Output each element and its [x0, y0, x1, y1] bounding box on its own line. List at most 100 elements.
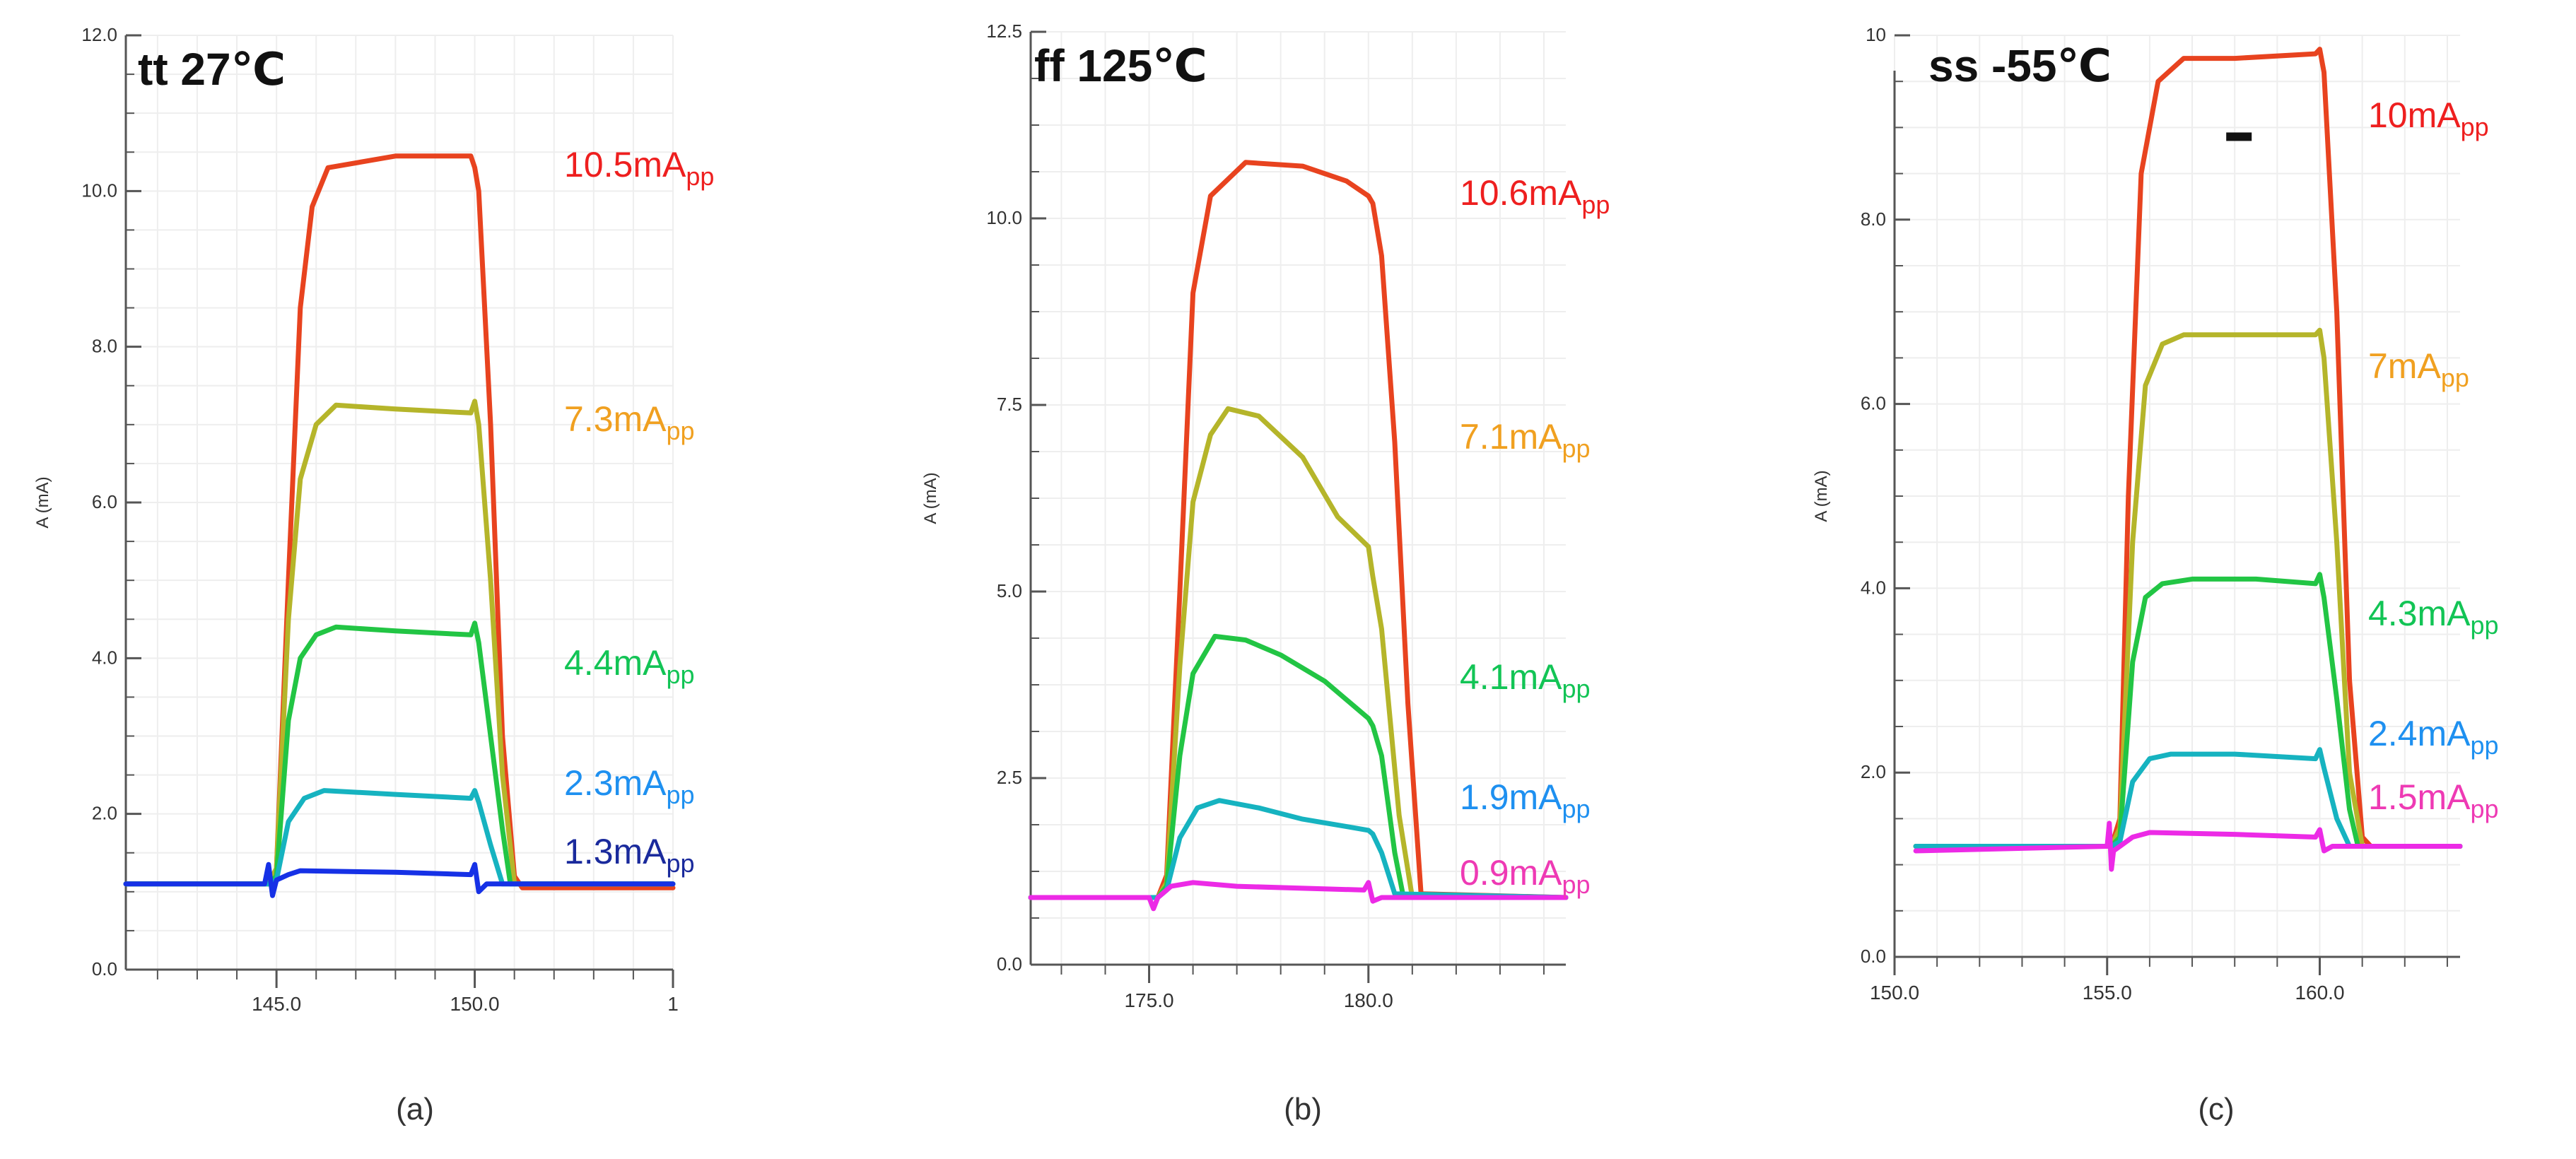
series-line-1.9mA — [1028, 798, 1569, 900]
series-line-0.9mA — [1028, 880, 1569, 912]
value-label-main: 7.3mA — [564, 399, 667, 439]
value-label-main: 7mA — [2368, 346, 2441, 386]
x-tick-label: 155.0 — [2083, 982, 2132, 1004]
value-label: 1.3mApp — [564, 832, 695, 878]
y-tick-label: 2.0 — [1861, 761, 1886, 782]
y-tick-label: 10 — [1866, 24, 1886, 45]
value-label: 1.5mApp — [2368, 777, 2499, 823]
series-line-4.4mA — [123, 620, 676, 887]
panel-c: 0.0 2.0 4.0 6.0 8.0 10 150.0 155.0 160.0 A (mA) ss… — [1812, 24, 2499, 1126]
value-label-main: 10.6mA — [1460, 173, 1582, 213]
value-label-main: 2.3mA — [564, 763, 667, 803]
series-group — [1913, 47, 2463, 872]
y-tick-label: 10.0 — [81, 180, 117, 201]
value-label-main: 1.5mA — [2368, 777, 2471, 817]
series-line-1.3mA — [123, 861, 676, 898]
y-tick-label: 6.0 — [1861, 393, 1886, 414]
y-tick-label: 10.0 — [986, 207, 1022, 228]
value-label-main: 4.3mA — [2368, 594, 2471, 633]
value-label-sub: pp — [667, 660, 695, 689]
y-tick-label: 4.0 — [92, 647, 117, 668]
panel-title: ss -55℃ — [1928, 40, 2112, 91]
value-label: 10.6mApp — [1460, 173, 1610, 219]
value-label-sub: pp — [1581, 190, 1610, 219]
value-label-sub: pp — [2461, 112, 2489, 141]
value-label-main: 1.9mA — [1460, 777, 1562, 817]
axes: 0.0 2.0 4.0 6.0 8.0 10.0 12.0 145.0 150.0 1 — [81, 24, 678, 1015]
value-label-sub: pp — [1562, 794, 1591, 823]
value-label-main: 7.1mA — [1460, 417, 1562, 457]
value-label-sub: pp — [2471, 731, 2499, 760]
y-tick-label: 0.0 — [92, 958, 117, 979]
x-tick-label: 145.0 — [252, 993, 301, 1015]
y-tick-label: 5.0 — [997, 580, 1022, 601]
value-label: 7.3mApp — [564, 399, 695, 445]
y-tick-label: 0.0 — [997, 953, 1022, 975]
y-tick-label: 2.0 — [92, 803, 117, 824]
value-label: 2.4mApp — [2368, 714, 2499, 760]
panel-caption: (c) — [2198, 1092, 2234, 1126]
value-label-sub: pp — [667, 849, 695, 878]
y-tick-label: 4.0 — [1861, 577, 1886, 598]
value-label-sub: pp — [667, 416, 695, 445]
y-tick-label: 8.0 — [92, 336, 117, 357]
series-line-4.1mA — [1028, 633, 1569, 900]
panel-caption: (b) — [1284, 1092, 1322, 1126]
series-line-7.3mA — [123, 399, 676, 887]
value-label-main: 4.4mA — [564, 643, 667, 683]
value-label: 7.1mApp — [1460, 417, 1591, 463]
value-label: 4.3mApp — [2368, 594, 2499, 640]
marker-dash — [2226, 132, 2252, 141]
value-label: 7mApp — [2368, 346, 2469, 392]
value-label: 10mApp — [2368, 95, 2489, 141]
value-label-sub: pp — [1562, 674, 1591, 703]
x-tick-label: 175.0 — [1124, 989, 1173, 1011]
series-line-7.1mA — [1028, 406, 1569, 900]
value-label-sub: pp — [2471, 794, 2499, 823]
y-tick-label: 2.5 — [997, 767, 1022, 788]
value-label-main: 4.1mA — [1460, 657, 1562, 697]
panel-caption: (a) — [396, 1092, 434, 1126]
grid — [126, 35, 674, 970]
x-tick-label: 150.0 — [1870, 982, 1919, 1004]
series-line-10mA — [1913, 47, 2463, 849]
value-label-sub: pp — [1562, 870, 1591, 899]
value-label-sub: pp — [1562, 434, 1591, 463]
value-label: 0.9mApp — [1460, 853, 1591, 899]
panel-title: ff 125℃ — [1034, 40, 1207, 91]
series-line-4.3mA — [1913, 572, 2463, 849]
value-label: 2.3mApp — [564, 763, 695, 809]
y-tick-label: 12.5 — [986, 20, 1022, 42]
value-label: 4.4mApp — [564, 643, 695, 689]
y-tick-label: 0.0 — [1861, 946, 1886, 967]
value-label-main: 2.4mA — [2368, 714, 2471, 753]
axes: 0.0 2.5 5.0 7.5 10.0 12.5 175.0 180.0 — [986, 20, 1566, 1011]
y-tick-label: 12.0 — [81, 24, 117, 45]
series-line-2.4mA — [1913, 747, 2463, 849]
x-tick-label: 160.0 — [2295, 982, 2344, 1004]
series-group — [123, 153, 676, 898]
y-tick-label: 6.0 — [92, 491, 117, 512]
panel-a: 0.0 2.0 4.0 6.0 8.0 10.0 12.0 145.0 150.0 1 A (mA)… — [33, 24, 714, 1126]
value-label-sub: pp — [686, 162, 714, 191]
x-tick-label: 180.0 — [1344, 989, 1393, 1011]
grid — [1031, 31, 1566, 965]
value-label: 1.9mApp — [1460, 777, 1591, 823]
value-label-main: 0.9mA — [1460, 853, 1562, 893]
y-tick-label: 8.0 — [1861, 208, 1886, 230]
value-label-sub: pp — [2441, 363, 2469, 392]
grid — [1894, 35, 2460, 958]
x-tick-label: 1 — [667, 993, 679, 1015]
series-group — [1028, 160, 1569, 912]
value-label-main: 10.5mA — [564, 145, 686, 184]
series-line-1.5mA — [1913, 820, 2463, 872]
axes: 0.0 2.0 4.0 6.0 8.0 10 150.0 155.0 160.0 — [1861, 24, 2460, 1004]
panel-title: tt 27℃ — [138, 44, 286, 95]
value-label-sub: pp — [667, 780, 695, 809]
value-label: 10.5mApp — [564, 145, 714, 191]
